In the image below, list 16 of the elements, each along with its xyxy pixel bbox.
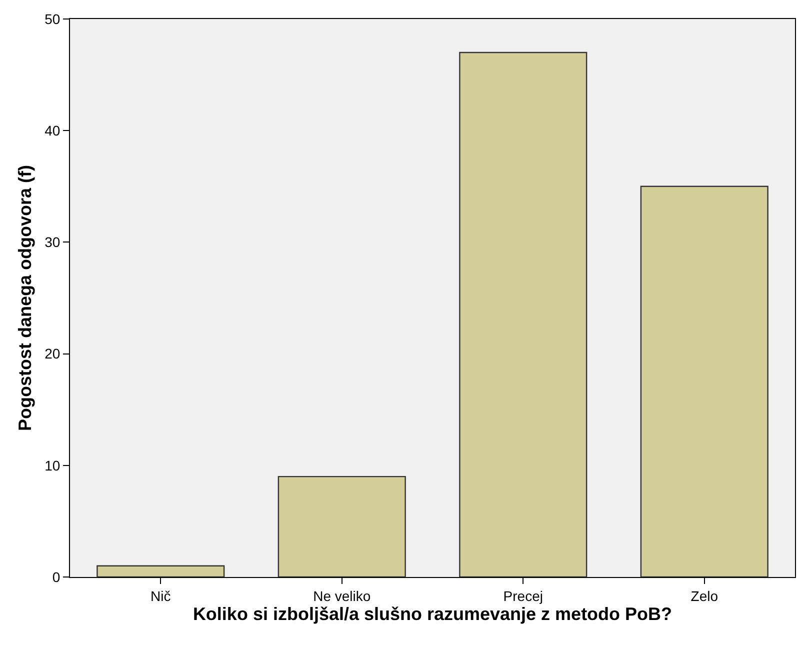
y-tick-label: 40 <box>44 122 60 138</box>
bar <box>640 186 768 577</box>
y-tick-label: 50 <box>44 10 60 27</box>
y-tick-label: 0 <box>52 568 60 585</box>
y-axis-title: Pogostost danega odgovora (f) <box>14 164 35 432</box>
x-tick-label: Zelo <box>690 588 718 604</box>
x-tick-label: Nič <box>150 588 171 604</box>
y-tick-label: 30 <box>44 234 60 250</box>
bar <box>96 565 225 577</box>
bar <box>278 476 406 577</box>
y-tick-label: 20 <box>44 346 60 362</box>
x-axis-title: Koliko si izboljšal/a slušno razumevanje z metodo PoB? <box>192 604 672 624</box>
bar <box>459 52 588 577</box>
x-tick-label: Precej <box>503 588 543 604</box>
x-tick-label: Ne veliko <box>313 588 371 604</box>
y-tick-label: 10 <box>44 457 60 474</box>
